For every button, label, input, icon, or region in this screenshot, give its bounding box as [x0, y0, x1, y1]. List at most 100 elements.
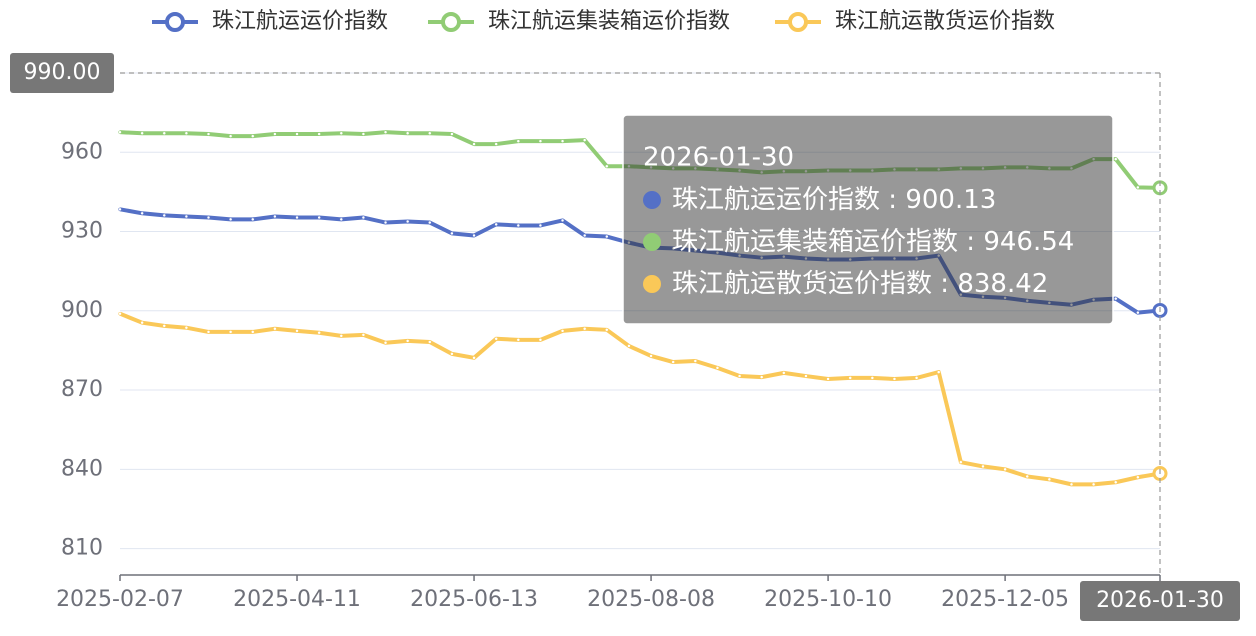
- data-point: [295, 132, 299, 136]
- data-point: [228, 330, 233, 334]
- legend-item[interactable]: 珠江航运集装箱运价指数: [428, 9, 730, 34]
- data-point: [428, 131, 432, 135]
- data-point: [848, 376, 852, 380]
- data-point: [782, 371, 786, 375]
- data-point: [383, 341, 388, 345]
- data-point: [405, 219, 410, 224]
- data-point: [627, 344, 631, 348]
- legend-item[interactable]: 珠江航运运价指数: [152, 9, 388, 34]
- data-point: [538, 139, 543, 143]
- legend-icon: [165, 12, 185, 32]
- data-point: [273, 327, 277, 331]
- data-point: [162, 131, 167, 135]
- y-tick-label: 930: [61, 219, 103, 244]
- data-point: [405, 339, 410, 343]
- data-point: [162, 213, 167, 218]
- tooltip-row: 珠江航运运价指数 : 900.13: [672, 185, 996, 215]
- data-point: [538, 338, 543, 342]
- data-point: [184, 214, 189, 219]
- data-point: [273, 214, 277, 219]
- data-point: [317, 215, 321, 220]
- data-point: [936, 370, 941, 374]
- tooltip-value: 900.13: [905, 185, 996, 215]
- data-point: [450, 231, 454, 236]
- x-tick-label: 2025-06-13: [410, 587, 538, 612]
- data-point: [605, 234, 609, 239]
- data-point: [251, 134, 255, 138]
- data-point: [582, 138, 587, 142]
- data-point: [1113, 157, 1118, 161]
- tooltip-value: 838.42: [957, 269, 1048, 299]
- data-point: [826, 377, 830, 381]
- tooltip-series-name: 珠江航运集装箱运价指数: [672, 227, 958, 257]
- data-point: [206, 215, 211, 220]
- tooltip-series-name: 珠江航运运价指数: [672, 185, 880, 215]
- x-tick-label: 2025-08-08: [587, 587, 715, 612]
- data-point: [914, 376, 919, 380]
- data-point: [1069, 482, 1074, 487]
- data-point: [1136, 475, 1140, 479]
- data-point: [228, 217, 233, 222]
- data-point: [140, 211, 144, 216]
- data-point: [428, 220, 432, 225]
- data-point: [1003, 467, 1007, 472]
- legend-icon: [788, 12, 808, 32]
- data-point: [1113, 480, 1118, 485]
- series-line: [119, 311, 1161, 487]
- data-point: [339, 334, 344, 338]
- data-point: [1113, 296, 1118, 301]
- pointer-x-label: 2026-01-30: [1096, 588, 1224, 613]
- data-point: [693, 359, 698, 363]
- data-point: [450, 132, 454, 136]
- tooltip-title: 2026-01-30: [643, 143, 794, 173]
- data-point: [251, 217, 255, 222]
- y-tick-label: 960: [61, 139, 103, 164]
- data-point: [516, 139, 521, 143]
- data-point: [1047, 477, 1052, 482]
- tooltip-marker: [643, 191, 661, 209]
- data-point: [162, 324, 167, 328]
- data-point: [317, 330, 321, 335]
- data-point: [759, 375, 764, 379]
- data-point: [1136, 185, 1140, 190]
- data-point: [472, 233, 476, 238]
- data-point: [405, 131, 410, 135]
- data-point: [560, 218, 565, 223]
- data-point: [140, 320, 144, 325]
- data-point: [582, 327, 587, 331]
- legend-item[interactable]: 珠江航运散货运价指数: [775, 9, 1055, 34]
- y-tick-label: 900: [61, 298, 103, 323]
- data-point: [737, 374, 742, 378]
- tooltip-series-name: 珠江航运散货运价指数: [672, 269, 932, 299]
- x-tick-label: 2025-04-11: [233, 587, 361, 612]
- tooltip-value: 946.54: [983, 227, 1074, 257]
- data-point: [892, 377, 897, 381]
- data-point: [472, 356, 476, 360]
- data-point: [118, 207, 122, 212]
- legend-text: 珠江航运散货运价指数: [835, 9, 1055, 34]
- data-point: [361, 333, 366, 337]
- data-point: [494, 222, 498, 227]
- data-point: [206, 330, 211, 334]
- tooltip-bg: [622, 114, 1114, 325]
- data-point: [184, 325, 189, 330]
- data-point: [295, 329, 299, 333]
- legend-icon: [441, 12, 461, 32]
- pointer-label-bg: [10, 53, 114, 93]
- data-point: [516, 338, 521, 342]
- data-point: [1025, 474, 1029, 479]
- data-point: [870, 376, 875, 380]
- tooltip: 2026-01-30 珠江航运运价指数 : 900.13 珠江航运集装箱运价指数 :…: [622, 114, 1114, 325]
- data-point: [428, 340, 432, 344]
- tooltip-separator: :: [880, 185, 905, 215]
- data-point: [649, 354, 653, 358]
- y-tick-label: 840: [61, 456, 103, 481]
- tooltip-separator: :: [958, 227, 983, 257]
- x-tick-label: 2025-02-07: [56, 587, 184, 612]
- data-point: [1091, 482, 1096, 487]
- data-point: [472, 142, 476, 146]
- y-tick-label: 870: [61, 377, 103, 402]
- pointer-y-label: 990.00: [24, 60, 101, 85]
- data-point: [383, 220, 388, 225]
